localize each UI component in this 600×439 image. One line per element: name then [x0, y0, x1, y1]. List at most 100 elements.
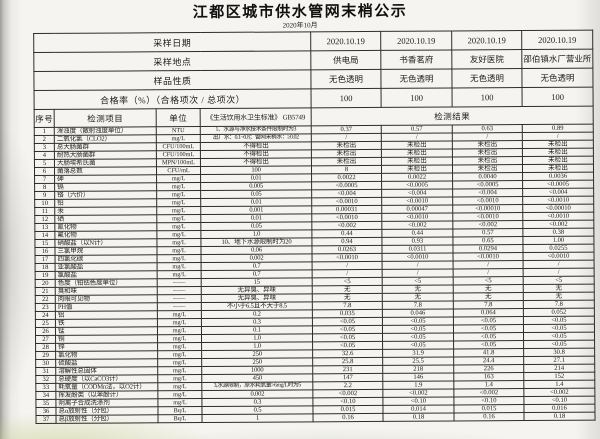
row-37-value-2: 0.16 — [454, 412, 525, 421]
info-value-0-0: 2020.10.19 — [310, 31, 381, 51]
row-2-limit: 出厂水：0.1~0.8；管网末梢水：≥0.02 — [200, 133, 312, 143]
info-value-3-0: 100 — [311, 88, 382, 108]
row-33-limit: 3,水源限制，原水耗氧量>6mg/L时为5 — [201, 381, 313, 391]
row-5-unit: MPN/100mL — [156, 158, 201, 167]
info-value-2-1: 无色透明 — [380, 68, 453, 89]
info-value-1-3: 邵伯镇水厂营业所 — [521, 49, 593, 69]
scanned-document: 江都区城市供水管网末梢公示 2020年10月 采样日期 2020.10.19 202… — [0, 3, 600, 425]
row-27-unit: mg/L — [157, 334, 202, 343]
row-27-index: 27 — [35, 335, 56, 344]
row-21-unit: —— — [157, 286, 202, 295]
row-31-unit: mg/L — [157, 366, 202, 375]
row-23-index: 23 — [35, 303, 56, 312]
info-label-3: 合格率（%）（合格项次 / 总项次） — [34, 88, 312, 110]
row-4-unit: CFU/100mL — [156, 150, 201, 159]
info-value-1-0: 供电局 — [310, 50, 381, 70]
row-25-unit: mg/L — [157, 318, 202, 327]
row-21-index: 21 — [35, 287, 56, 296]
row-33-item: 耗氧量（CODMn法，以O2计） — [55, 382, 158, 392]
col-header-unit: 单位 — [156, 108, 201, 127]
row-33-index: 33 — [35, 383, 56, 392]
info-label-2: 样品性质 — [33, 69, 312, 91]
row-32-unit: mg/L — [157, 374, 202, 383]
row-5-index: 5 — [34, 159, 55, 168]
info-value-0-1: 2020.10.19 — [380, 30, 452, 51]
row-37-value-0: 0.16 — [313, 413, 384, 422]
row-4-index: 4 — [34, 151, 55, 160]
row-24-unit: mg/L — [157, 310, 202, 319]
row-16-unit: mg/L — [156, 246, 202, 255]
row-33-unit: mg/L — [157, 382, 202, 391]
row-32-index: 32 — [35, 375, 56, 384]
row-2-unit: mg/L — [156, 134, 201, 143]
row-13-index: 13 — [34, 223, 55, 232]
row-28-unit: mg/L — [157, 342, 202, 351]
col-header-results: 检测结果 — [311, 106, 594, 126]
row-37-value-3: 0.18 — [524, 412, 596, 421]
info-value-3-2: 100 — [452, 87, 523, 107]
info-label-1: 采样地点 — [33, 50, 311, 72]
row-16-index: 16 — [34, 247, 56, 256]
row-34-unit: mg/L — [157, 390, 202, 399]
row-36-index: 36 — [35, 407, 57, 416]
row-2-index: 2 — [34, 135, 55, 144]
row-3-unit: CFU/100mL — [156, 142, 201, 151]
row-3-index: 3 — [34, 143, 55, 152]
row-36-unit: Bq/L — [157, 406, 202, 415]
results-table-body: 1 浑浊度（散射浊度单位） NTU 1、水源与净水技术条件限制时为3 0.37 0.57 0… — [34, 124, 596, 424]
row-9-unit: mg/L — [156, 190, 201, 199]
row-17-index: 17 — [35, 255, 56, 264]
info-value-1-2: 友好医院 — [451, 49, 522, 69]
row-8-unit: mg/L — [156, 182, 201, 191]
row-10-unit: mg/L — [156, 198, 201, 207]
row-8-index: 8 — [34, 183, 55, 192]
row-37-value-1: 0.18 — [383, 412, 455, 422]
col-header-item: 检测项目 — [54, 108, 157, 128]
row-37-index: 37 — [36, 415, 57, 424]
row-35-unit: mg/L — [157, 398, 202, 407]
row-19-index: 19 — [35, 271, 56, 280]
col-header-index: 序号 — [34, 109, 55, 128]
info-label-0: 采样日期 — [33, 31, 311, 53]
row-22-index: 22 — [35, 295, 56, 304]
row-18-index: 18 — [35, 263, 56, 272]
row-30-index: 30 — [35, 359, 56, 368]
row-31-index: 31 — [35, 367, 56, 376]
info-rows-body: 采样日期 2020.10.19 2020.10.19 2020.10.19 2020.1… — [33, 30, 594, 110]
row-15-index: 15 — [34, 239, 55, 248]
row-10-index: 10 — [34, 199, 55, 208]
row-37-item: 总β放射性（分包） — [56, 414, 159, 424]
row-24-index: 24 — [35, 311, 56, 320]
row-29-unit: mg/L — [157, 350, 202, 359]
row-1-index: 1 — [34, 127, 55, 136]
info-value-0-2: 2020.10.19 — [451, 30, 522, 50]
row-25-index: 25 — [35, 319, 56, 328]
info-value-2-0: 无色透明 — [310, 69, 382, 89]
row-17-unit: mg/L — [157, 254, 202, 263]
row-18-unit: mg/L — [157, 262, 202, 271]
row-37-unit: Bq/L — [157, 414, 203, 423]
row-34-index: 34 — [35, 391, 56, 400]
row-12-unit: mg/L — [156, 214, 201, 223]
row-9-index: 9 — [34, 191, 55, 200]
row-26-unit: mg/L — [157, 326, 202, 335]
row-11-index: 11 — [34, 207, 55, 216]
row-15-unit: mg/L — [156, 238, 201, 247]
water-quality-table: 采样日期 2020.10.19 2020.10.19 2020.10.19 2020.1… — [33, 30, 596, 424]
row-23-unit: —— — [157, 302, 202, 311]
row-19-unit: mg/L — [157, 270, 202, 279]
row-1-unit: NTU — [156, 126, 201, 135]
info-value-0-3: 2020.10.19 — [521, 30, 593, 50]
row-22-unit: —— — [157, 294, 202, 303]
row-35-index: 35 — [35, 399, 56, 408]
col-header-standard: 《生活饮用水卫生标准》 GB5749 — [200, 107, 312, 127]
row-1-limit: 1、水源与净水技术条件限制时为3 — [200, 125, 312, 135]
row-12-index: 12 — [34, 215, 55, 224]
row-20-unit: —— — [157, 278, 202, 287]
row-11-unit: mg/L — [156, 206, 201, 215]
row-14-index: 14 — [34, 231, 55, 240]
row-26-index: 26 — [35, 327, 56, 336]
row-29-index: 29 — [35, 351, 56, 360]
row-7-unit: mg/L — [156, 174, 201, 183]
row-13-unit: mg/L — [156, 222, 201, 231]
